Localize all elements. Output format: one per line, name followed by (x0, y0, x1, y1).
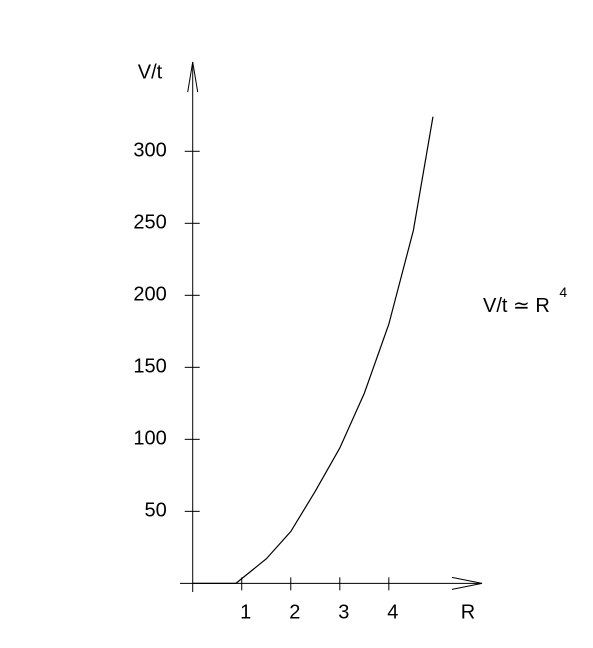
y-tick-label: 100 (133, 428, 166, 450)
annotation-text: V/t ≃ R (483, 295, 550, 317)
x-axis-label: R (461, 601, 475, 623)
y-tick-label: 150 (133, 356, 166, 378)
y-tick-label: 200 (133, 284, 166, 306)
y-axis-arrow (187, 61, 199, 93)
x-axis-arrow (451, 576, 483, 590)
y-tick-label: 250 (133, 212, 166, 234)
y-tick-label: 300 (133, 140, 166, 162)
annotation: V/t ≃ R 4 (483, 284, 567, 318)
x-tick-label: 3 (338, 602, 349, 624)
y-tick-label: 50 (144, 500, 166, 522)
y-axis-label: V/t (138, 61, 163, 83)
x-tick-label: 1 (240, 602, 251, 624)
annotation-exponent: 4 (559, 284, 567, 300)
x-tick-label: 2 (289, 602, 300, 624)
x-tick-label: 4 (387, 602, 398, 624)
line (192, 116, 434, 584)
